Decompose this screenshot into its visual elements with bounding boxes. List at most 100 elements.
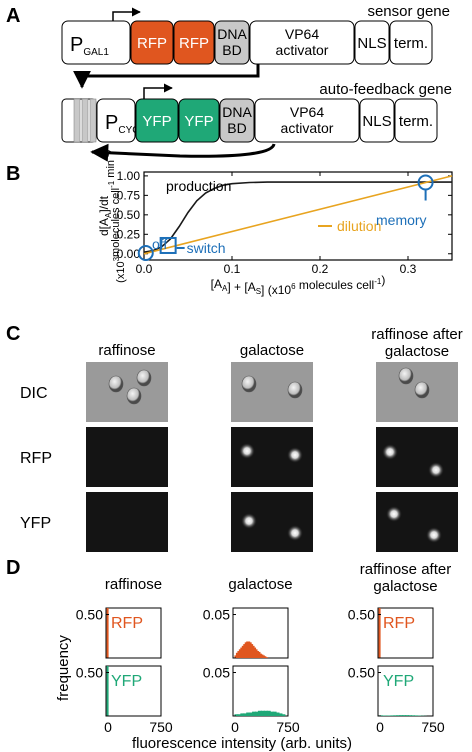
y-tick-label: 0.25 — [117, 227, 141, 241]
histogram-bar — [381, 715, 386, 716]
gene-part: YFP — [135, 98, 179, 143]
micrograph-dic — [86, 362, 168, 422]
feedback-promoter-arrow — [143, 83, 173, 99]
histogram-bar — [234, 714, 239, 716]
gene-part-label: BD — [222, 42, 241, 58]
column-label: galactose — [240, 342, 304, 359]
gene-part: PGAL1 — [61, 20, 131, 65]
gene-part: term. — [389, 20, 433, 65]
x-tick-label: 750 — [276, 719, 300, 735]
histogram-bar — [252, 711, 257, 716]
histogram-bar — [378, 608, 381, 658]
column-label: raffinose after — [360, 561, 451, 578]
column-label: galactose — [373, 578, 437, 595]
histogram-bar — [278, 713, 283, 716]
micrograph-dic — [231, 362, 313, 422]
gene-part-label: NLS — [357, 35, 386, 52]
histogram-bar — [269, 711, 274, 716]
histogram-bar — [408, 715, 413, 716]
micrograph-yfp — [231, 492, 313, 552]
y-tick-label: 0.50 — [76, 665, 103, 681]
gene-part-label: YFP — [142, 113, 171, 130]
x-tick-label: 750 — [149, 719, 173, 735]
histogram-yfp: 0.50 YFP 0 750 — [76, 665, 173, 735]
x-tick-label: 0 — [231, 719, 239, 735]
column-label: raffinose — [98, 342, 155, 359]
gene-part: RFP — [130, 20, 174, 65]
panel-d-label: D — [6, 557, 20, 579]
gene-part-label: YFP — [184, 113, 213, 130]
histogram-bar — [399, 715, 404, 716]
histogram-bar — [240, 713, 245, 716]
row-label: DIC — [20, 385, 48, 402]
gene-part-label: VP64 — [285, 26, 319, 42]
y-axis-label: (x103molecules cell-1 min-1) — [100, 149, 127, 283]
histogram-bar — [255, 711, 259, 716]
x-tick-label: 0.0 — [136, 262, 153, 276]
gene-part: YFP — [178, 98, 220, 143]
x-axis-label: fluorescence intensity (arb. units) — [132, 735, 352, 752]
panel-b-label: B — [6, 163, 20, 185]
micrograph-yfp — [376, 492, 458, 552]
row-label: RFP — [20, 450, 52, 467]
histogram-bar — [413, 715, 418, 716]
y-tick-label: 0.50 — [117, 208, 141, 222]
channel-label: RFP — [383, 615, 415, 632]
x-tick-label: 750 — [421, 719, 445, 735]
channel-label: YFP — [383, 673, 414, 690]
column-label: galactose — [228, 576, 292, 593]
annotation-memory: memory — [376, 212, 427, 228]
gene-part: term. — [394, 98, 438, 143]
gene-part-label: RFP — [179, 35, 209, 52]
micrograph-rfp — [86, 427, 168, 487]
x-axis-label: [AA] + [AS] (x106 molecules cell-1) — [211, 273, 386, 297]
annotation-production: production — [166, 178, 231, 194]
channel-label: RFP — [111, 615, 143, 632]
histogram-rfp: 0.50 RFP — [76, 607, 162, 659]
y-tick-label: 0.05 — [203, 665, 230, 681]
histogram-bar — [263, 710, 268, 716]
histogram-bar — [387, 715, 392, 716]
histogram-bar — [106, 608, 109, 658]
histogram-bar — [402, 715, 407, 716]
x-tick-label: 0 — [104, 719, 112, 735]
panel-a-label: A — [6, 5, 20, 27]
micrograph-rfp — [231, 427, 313, 487]
y-tick-label: 0.00 — [117, 247, 141, 261]
histogram-bar — [246, 712, 251, 716]
gene-part-label: activator — [281, 120, 334, 136]
gene-part-label: RFP — [137, 35, 167, 52]
histogram-bar — [396, 715, 401, 716]
series-line-dilution — [143, 175, 453, 255]
histogram-bar — [266, 710, 271, 716]
histogram-bar — [272, 711, 277, 716]
histogram-bar — [237, 714, 242, 716]
annotation-dilution: dilution — [337, 218, 381, 234]
gene-part: NLS — [359, 98, 395, 143]
y-axis-label: frequency — [55, 635, 72, 701]
gene-part-label: DNA — [217, 26, 247, 42]
histogram-bar — [243, 713, 248, 716]
panel-b-chart: 0.0 0.1 0.2 0.3 0.00 0.25 0.50 0.75 1.00 [AA] + [… — [97, 149, 453, 297]
feedback-gene-title: auto-feedback gene — [319, 81, 452, 98]
column-label: galactose — [385, 343, 449, 360]
y-tick-label: 0.50 — [348, 607, 375, 623]
histogram-rfp: 0.05 — [203, 607, 289, 659]
plot-frame — [143, 171, 453, 261]
channel-label: YFP — [111, 673, 142, 690]
gene-part-label: VP64 — [290, 104, 324, 120]
gene-part-label: BD — [227, 120, 246, 136]
y-tick-label: 0.75 — [117, 188, 141, 202]
row-label: YFP — [20, 515, 51, 532]
histogram-bar — [263, 657, 268, 658]
histogram-bar — [106, 666, 109, 716]
gene-part-label: DNA — [222, 104, 252, 120]
